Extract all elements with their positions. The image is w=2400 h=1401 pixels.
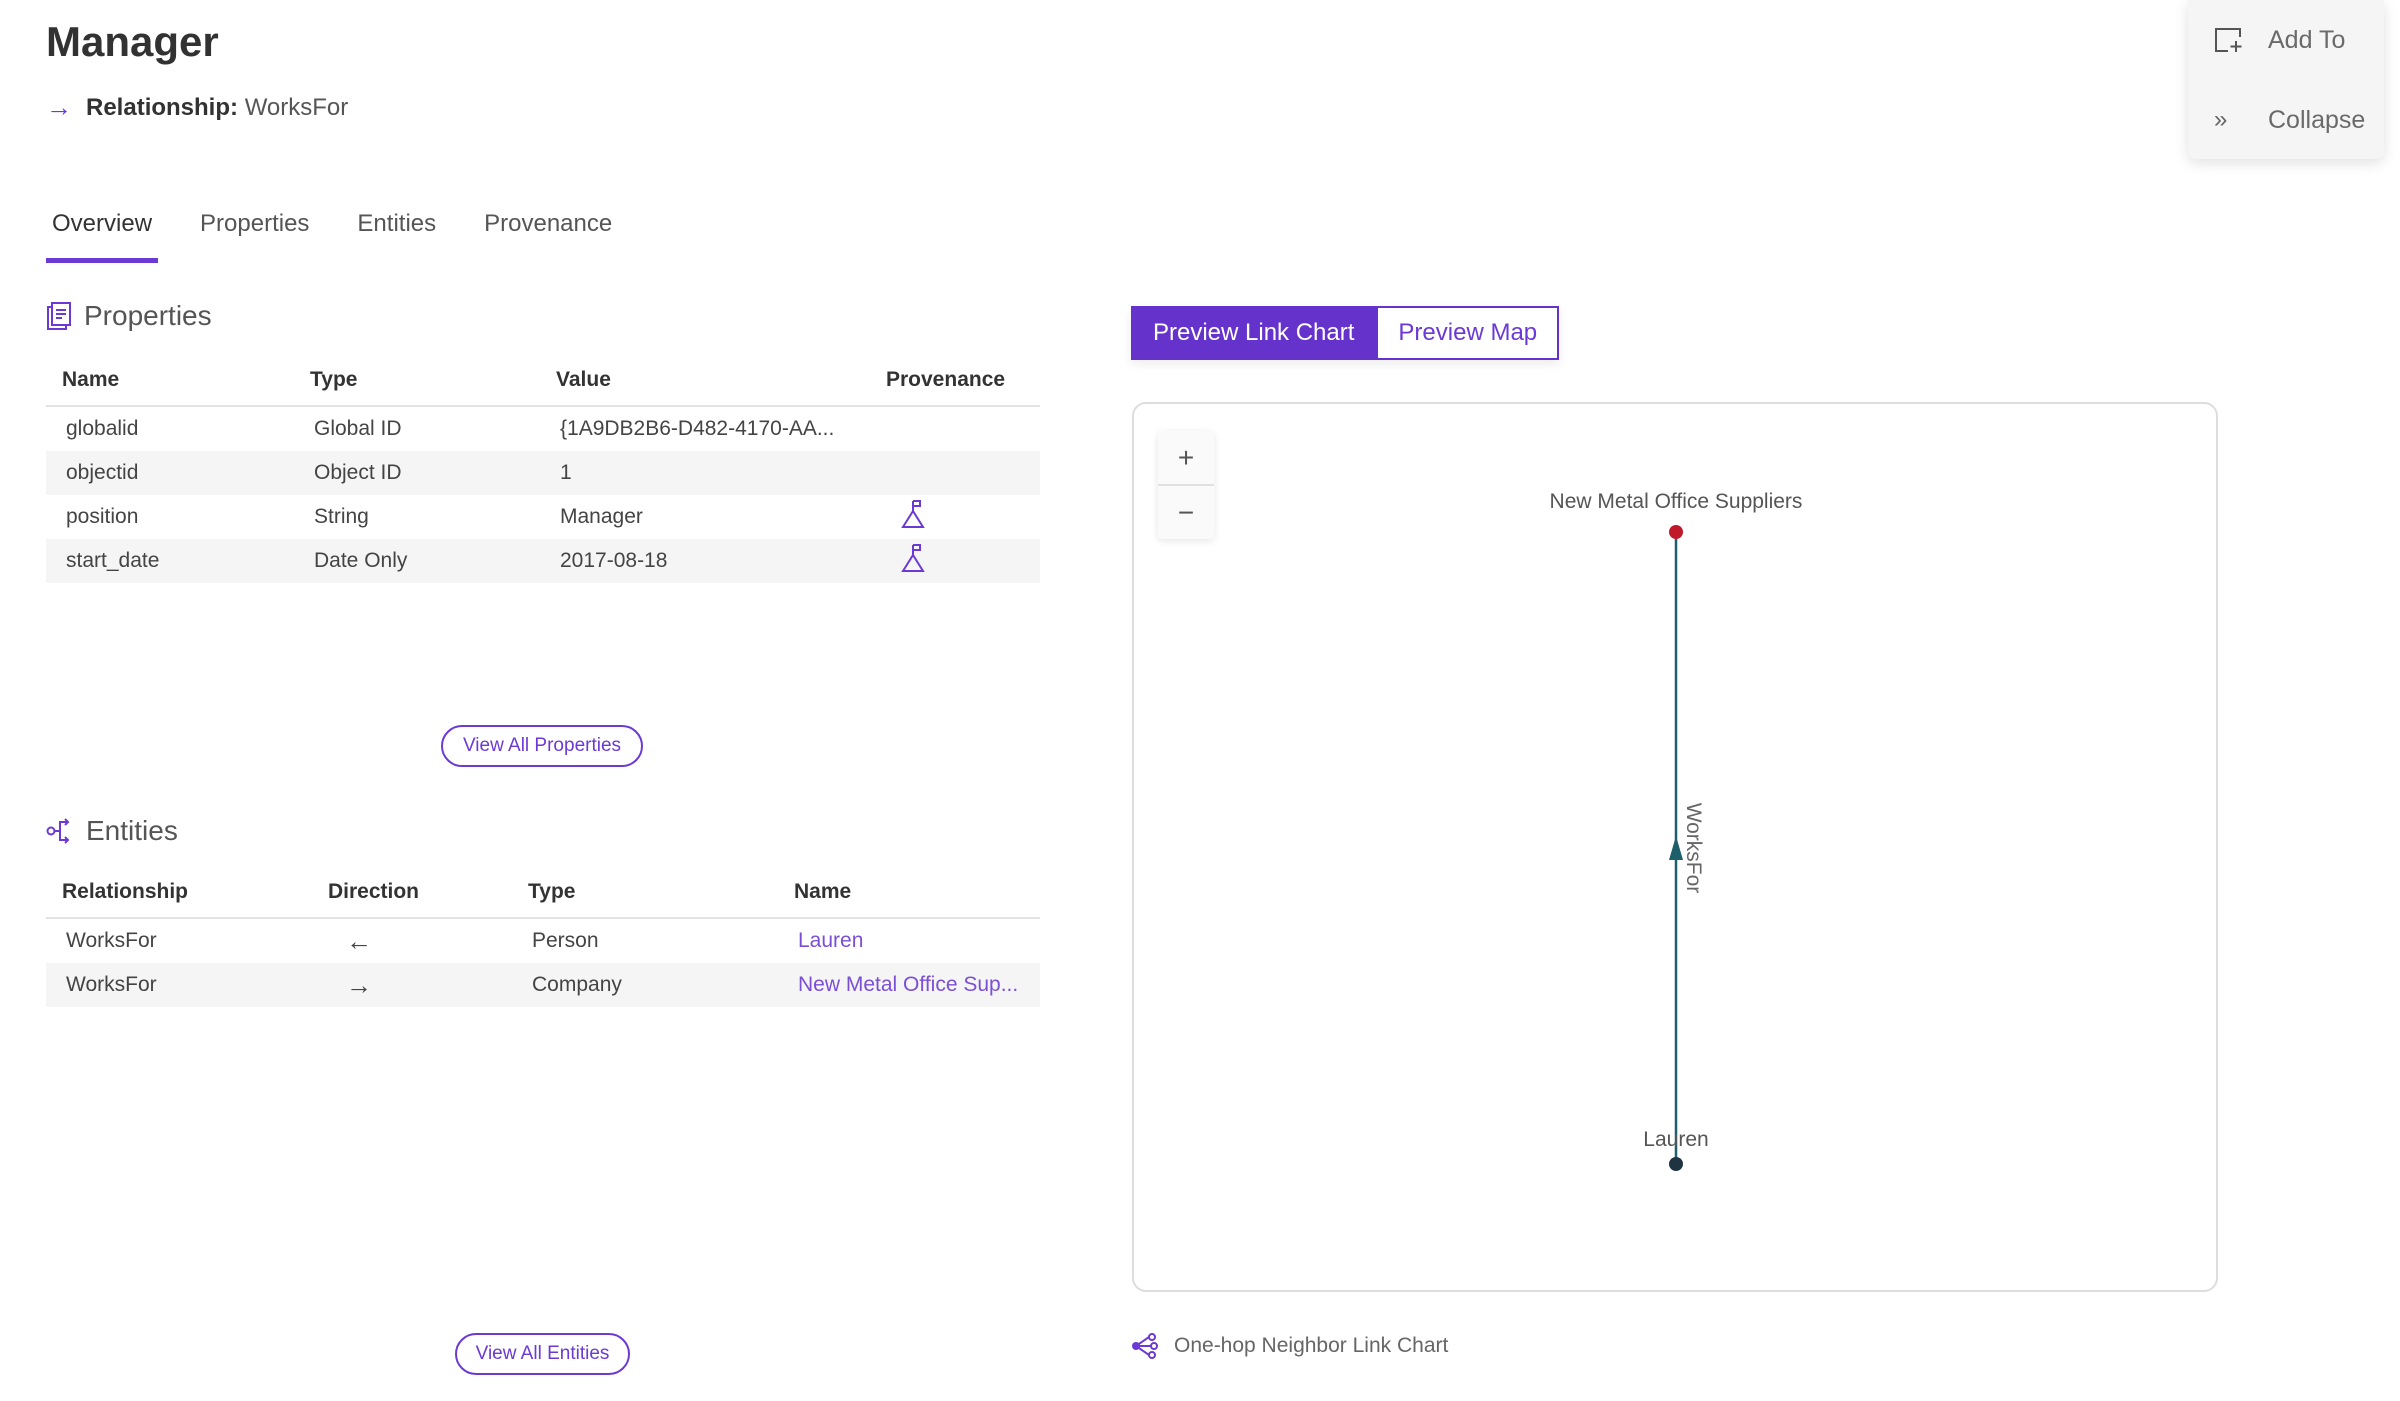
column-header: Direction: [312, 867, 512, 919]
provenance-icon[interactable]: [900, 499, 926, 529]
entities-section-header: Entities: [46, 815, 178, 847]
zoom-controls: + −: [1158, 431, 1214, 539]
properties-table: Name Type Value Provenance globalid Glob…: [46, 355, 1040, 583]
property-name: start_date: [46, 539, 294, 583]
property-value: 2017-08-18: [540, 539, 870, 583]
collapse-button[interactable]: » Collapse: [2188, 80, 2384, 160]
node-source[interactable]: [1669, 1157, 1683, 1171]
property-type: Date Only: [294, 539, 540, 583]
double-chevron-right-icon: »: [2214, 106, 2228, 133]
page-title: Manager: [46, 18, 219, 65]
table-row: objectid Object ID 1: [46, 451, 1040, 495]
table-row: WorksFor → Company New Metal Office Sup.…: [46, 963, 1040, 1007]
property-name: position: [66, 505, 139, 528]
entity-name-link[interactable]: New Metal Office Sup...: [778, 963, 1040, 1007]
link-chart-svg: New Metal Office Suppliers Lauren WorksF…: [1550, 490, 1803, 1171]
entity-relationship: WorksFor: [66, 929, 157, 952]
node-target-label: New Metal Office Suppliers: [1550, 490, 1803, 513]
entity-type: Person: [532, 929, 599, 952]
preview-link-chart-button[interactable]: Preview Link Chart: [1131, 306, 1377, 360]
direction-arrow-left-icon: ←: [346, 925, 372, 956]
relationship-label: Relationship:: [86, 93, 239, 121]
tab-bar: Overview Properties Entities Provenance: [46, 206, 654, 263]
entity-type: Company: [512, 963, 778, 1007]
property-type: Object ID: [294, 451, 540, 495]
direction-arrow-right-icon: →: [312, 963, 512, 1007]
table-row: globalid Global ID {1A9DB2B6-D482-4170-A…: [46, 406, 1040, 451]
link-chart-canvas[interactable]: New Metal Office Suppliers Lauren WorksF…: [1132, 402, 2218, 1292]
preview-toggle: Preview Link Chart Preview Map: [1131, 306, 1560, 360]
table-row: WorksFor ← Person Lauren: [46, 918, 1040, 963]
zoom-out-button[interactable]: −: [1177, 496, 1195, 528]
view-all-properties-button[interactable]: View All Properties: [441, 725, 643, 767]
preview-map-button[interactable]: Preview Map: [1376, 306, 1560, 360]
entities-title: Entities: [86, 815, 178, 846]
arrow-right-icon: →: [46, 92, 72, 122]
column-header: Relationship: [46, 867, 312, 919]
edge-arrow-icon: [1669, 836, 1683, 860]
entity-relationship: WorksFor: [46, 963, 312, 1007]
chart-footer: One-hop Neighbor Link Chart: [1130, 1333, 1448, 1359]
provenance-icon[interactable]: [900, 543, 926, 573]
property-value: 1: [540, 451, 870, 495]
view-all-entities-button[interactable]: View All Entities: [455, 1333, 630, 1375]
link-chart-icon: [1132, 1333, 1158, 1359]
column-header: Type: [512, 867, 778, 919]
add-to-label: Add To: [2268, 25, 2346, 54]
property-value: Manager: [560, 505, 643, 528]
edge-label: WorksFor: [1682, 803, 1705, 894]
column-header: Name: [46, 355, 294, 407]
add-to-icon: [2215, 28, 2242, 52]
entities-icon: [46, 818, 70, 844]
column-header: Name: [778, 867, 1040, 919]
property-value: {1A9DB2B6-D482-4170-AA...: [560, 417, 835, 440]
table-row: start_date Date Only 2017-08-18: [46, 539, 1040, 583]
node-target[interactable]: [1669, 525, 1683, 539]
collapse-label: Collapse: [2268, 105, 2366, 134]
entities-table: Relationship Direction Type Name WorksFo…: [46, 867, 1040, 1007]
relationship-value: WorksFor: [244, 93, 349, 121]
column-header: Provenance: [870, 355, 1040, 407]
property-name: globalid: [66, 417, 139, 440]
tab-overview[interactable]: Overview: [46, 206, 159, 263]
relationship-line: → Relationship: WorksFor: [46, 92, 348, 123]
property-name: objectid: [46, 451, 294, 495]
column-header: Type: [294, 355, 540, 407]
column-header: Value: [540, 355, 870, 407]
properties-icon: [47, 302, 71, 330]
node-source-label: Lauren: [1643, 1128, 1708, 1151]
property-type: String: [314, 505, 369, 528]
action-panel: Add To » Collapse: [2188, 0, 2384, 159]
properties-title: Properties: [84, 300, 212, 331]
add-to-button[interactable]: Add To: [2188, 0, 2384, 80]
tab-properties[interactable]: Properties: [200, 210, 310, 237]
property-type: Global ID: [314, 417, 402, 440]
zoom-in-button[interactable]: +: [1158, 431, 1214, 486]
table-row: position String Manager: [46, 495, 1040, 539]
tab-entities[interactable]: Entities: [357, 210, 437, 237]
tab-provenance[interactable]: Provenance: [484, 210, 613, 237]
properties-section-header: Properties: [46, 300, 212, 332]
entity-name-link[interactable]: Lauren: [798, 929, 864, 952]
chart-footer-label: One-hop Neighbor Link Chart: [1174, 1334, 1449, 1357]
